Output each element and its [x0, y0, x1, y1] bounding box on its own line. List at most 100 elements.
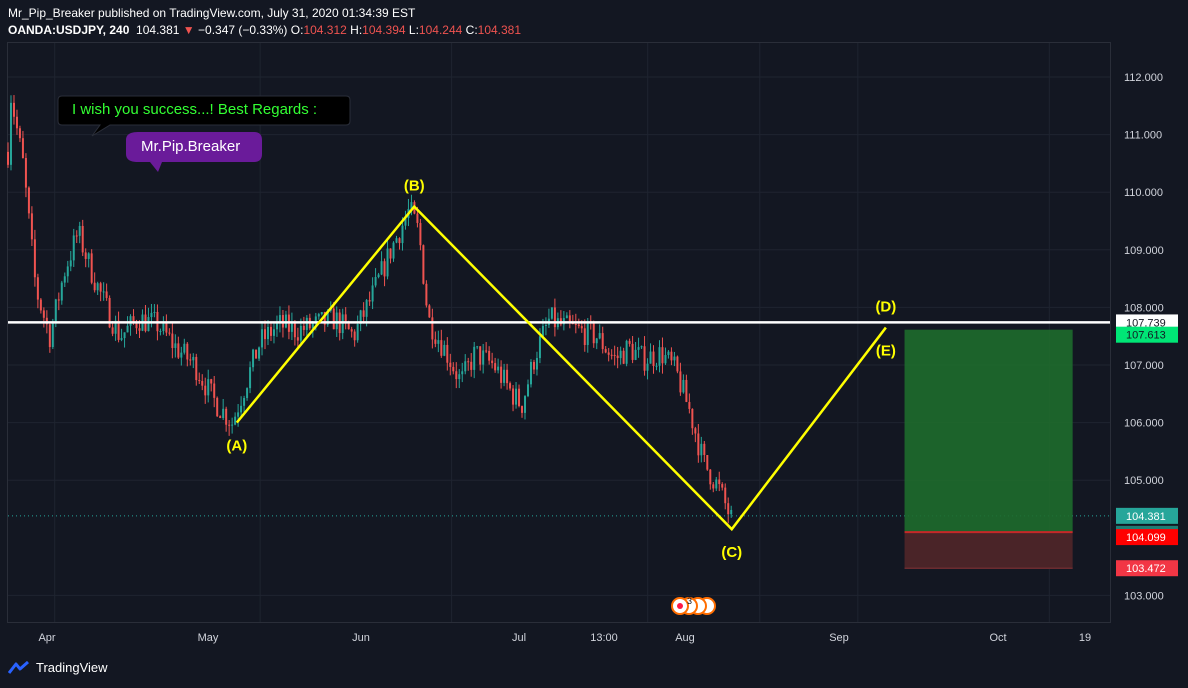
tradingview-brand[interactable]: TradingView [36, 660, 108, 675]
candle-body [240, 405, 243, 413]
candle-body [479, 346, 482, 365]
candle-body [132, 316, 135, 323]
candle-body [688, 401, 691, 409]
candle-body [290, 322, 293, 332]
candle-body [434, 339, 437, 344]
candle-body [386, 248, 389, 277]
candle-body [461, 371, 464, 375]
pattern-point-label: (B) [404, 178, 425, 195]
candle-body [532, 361, 535, 370]
candle-body [518, 388, 521, 407]
candle-body [565, 315, 568, 319]
candle-body [317, 314, 320, 317]
candle-body [111, 327, 114, 334]
y-tick-label: 112.000 [1124, 72, 1163, 84]
candle-body [404, 218, 407, 226]
candle-body [697, 433, 700, 456]
candle-body [216, 397, 219, 417]
candle-body [541, 325, 544, 337]
target-zone [904, 329, 1073, 533]
candle-body [126, 325, 129, 333]
candle-body [150, 312, 153, 318]
candle-body [625, 340, 628, 364]
candle-body [392, 242, 395, 259]
stop-price-label-bg [1116, 560, 1178, 577]
candle-body [30, 213, 33, 240]
candle-body [353, 331, 356, 341]
down-arrow-icon: ▼ [182, 23, 195, 37]
x-tick-label: Apr [38, 632, 55, 644]
event-count: 3 [687, 596, 692, 606]
pattern-point-label: (E) [876, 343, 896, 360]
candle-body [703, 443, 706, 455]
footer: TradingView [8, 660, 108, 675]
candle-body [243, 397, 246, 406]
candle-body [431, 317, 434, 340]
candle-body [443, 344, 446, 356]
y-tick-label: 106.000 [1124, 418, 1164, 430]
candle-body [147, 317, 150, 332]
candle-body [87, 253, 90, 259]
candle-body [12, 102, 15, 117]
candle-body [679, 371, 682, 393]
candle-body [231, 424, 234, 426]
symbol-info: OANDA:USDJPY, 240 104.381 ▼ −0.347 (−0.3… [8, 22, 521, 39]
candle-body [159, 331, 162, 333]
close-value: 104.381 [477, 23, 522, 37]
candle-body [619, 350, 622, 359]
candle-body [601, 333, 604, 350]
candle-body [368, 300, 371, 302]
candle-body [320, 312, 323, 315]
candle-body [574, 323, 577, 325]
candle-body [500, 366, 503, 383]
publish-info: Mr_Pip_Breaker published on TradingView.… [8, 6, 416, 20]
candle-body [341, 314, 344, 334]
tradingview-logo-icon[interactable] [8, 660, 30, 675]
pattern-point-label: (D) [875, 299, 896, 316]
candle-body [314, 316, 317, 324]
candle-body [512, 388, 515, 405]
candle-body [24, 158, 27, 188]
candle-body [673, 356, 676, 361]
candle-body [613, 354, 616, 356]
author-text: Mr.Pip.Breaker [141, 138, 240, 155]
y-tick-label: 108.000 [1124, 302, 1164, 314]
candle-body [526, 384, 529, 397]
x-tick-label: Sep [829, 632, 849, 644]
candle-body [488, 350, 491, 361]
candle-body [383, 261, 386, 277]
candle-body [529, 361, 532, 385]
candle-body [66, 266, 69, 277]
candle-body [628, 340, 631, 344]
candle-body [162, 322, 165, 332]
entry-price-label-bg [1116, 529, 1178, 546]
candle-body [102, 291, 105, 293]
candle-body [72, 235, 75, 261]
greeting-bubble [57, 95, 351, 137]
candle-body [506, 369, 509, 384]
candle-body [455, 371, 458, 380]
symbol-name[interactable]: OANDA:USDJPY, 240 [8, 23, 130, 37]
last-price-label: 104.381 [1126, 511, 1166, 523]
candle-body [661, 347, 664, 364]
candle-body [449, 362, 452, 367]
y-tick-label: 111.000 [1124, 130, 1162, 142]
stop-price-label: 103.472 [1126, 563, 1166, 575]
candle-body [401, 225, 404, 244]
candle-body [266, 326, 269, 340]
candle-body [389, 248, 392, 259]
candle-body [422, 245, 425, 284]
candle-body [410, 202, 413, 209]
candle-body [607, 352, 610, 355]
candle-body [33, 239, 36, 278]
candle-body [108, 297, 111, 328]
chart-pane[interactable] [7, 42, 1111, 623]
candle-body [718, 479, 721, 485]
candle-body [326, 310, 329, 325]
candle-body [15, 116, 18, 129]
candle-body [637, 347, 640, 350]
candle-body [96, 283, 99, 291]
candle-body [395, 238, 398, 243]
greeting-callout [57, 95, 351, 137]
